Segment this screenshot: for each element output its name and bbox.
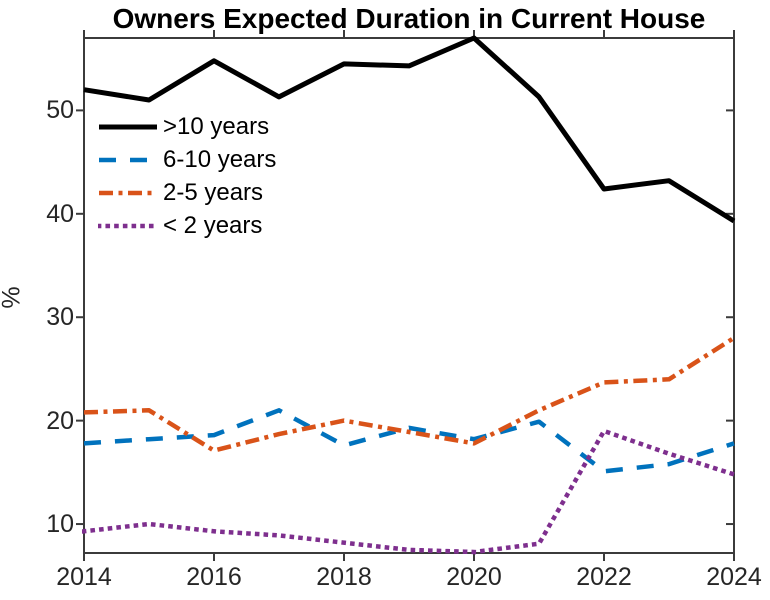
legend-item-6-10-years: 6-10 years (98, 143, 276, 176)
series-line-2-5-years (83, 336, 736, 453)
y-tick-label-10: 10 (46, 510, 74, 539)
series-line-10-years (83, 35, 736, 224)
x-tick-label-2016: 2016 (186, 563, 242, 591)
legend-item-2-years: < 2 years (98, 209, 276, 242)
x-tick-label-2018: 2018 (316, 563, 372, 591)
y-tick-label-20: 20 (46, 406, 74, 435)
legend-item-2-5-years: 2-5 years (98, 176, 276, 209)
legend-swatch-dotted (98, 223, 158, 228)
y-tick-label-40: 40 (46, 199, 74, 228)
legend-swatch-dashed (99, 157, 157, 162)
legend-swatch-dash-dot (99, 190, 157, 195)
legend-label: 2-5 years (163, 178, 264, 206)
axes-box (83, 37, 735, 554)
legend-label: < 2 years (163, 211, 263, 239)
legend-item-10-years: >10 years (98, 110, 276, 143)
legend-swatch-solid (99, 124, 157, 129)
legend: >10 years 6-10 years 2-5 years < 2 years (98, 110, 276, 242)
y-tick-label-30: 30 (46, 303, 74, 332)
x-tick-label-2024: 2024 (706, 563, 762, 591)
x-tick-label-2022: 2022 (576, 563, 632, 591)
series-line-6-10-years (83, 408, 735, 474)
chart-title: Owners Expected Duration in Current Hous… (112, 3, 706, 34)
legend-label: >10 years (163, 112, 270, 140)
series-line-2-years (82, 428, 736, 555)
x-tick-label-2014: 2014 (56, 563, 112, 591)
x-tick-label-2020: 2020 (446, 563, 502, 591)
y-tick-label-50: 50 (46, 96, 74, 125)
legend-label: 6-10 years (163, 145, 277, 173)
